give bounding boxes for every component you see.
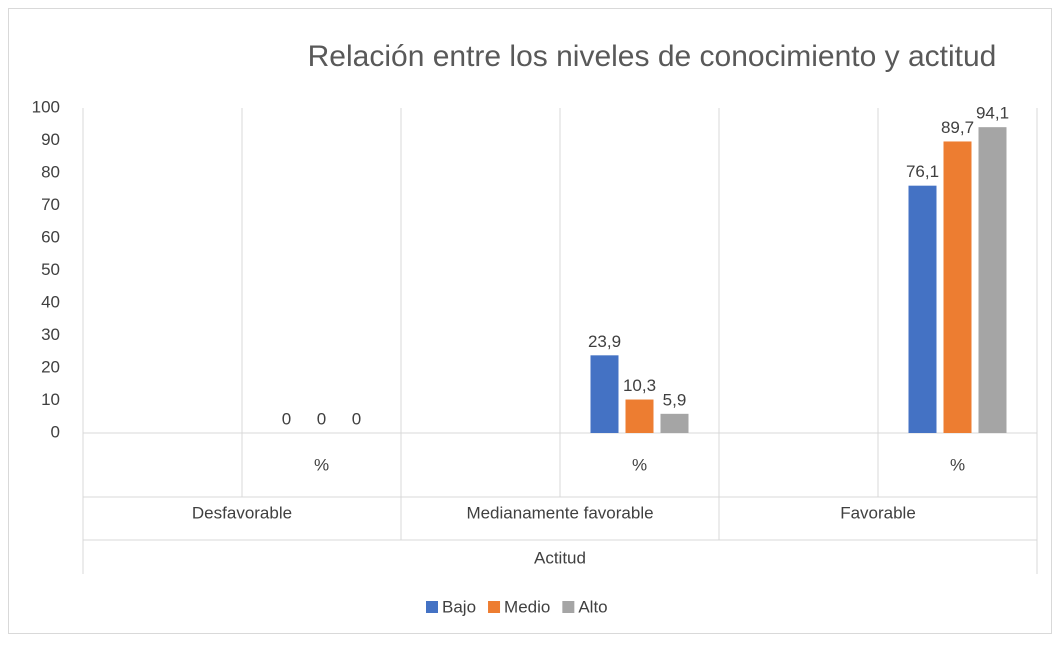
legend-label: Bajo [442,597,476,616]
y-tick-label: 60 [41,227,60,246]
category-group-label: Favorable [840,503,916,522]
data-label: 10,3 [623,376,656,395]
y-tick-label: 100 [32,97,60,116]
legend-swatch [488,601,501,613]
category-super-label: Actitud [534,548,586,567]
data-label: 5,9 [663,390,687,409]
x-tick-label: % [950,455,965,474]
y-tick-label: 50 [41,260,60,279]
data-label: 23,9 [588,332,621,351]
data-label: 0 [352,409,361,428]
bar [625,399,654,433]
legend-label: Alto [578,597,607,616]
y-tick-label: 20 [41,357,60,376]
y-tick-label: 40 [41,292,60,311]
data-label: 0 [282,409,291,428]
data-label: 0 [317,409,326,428]
data-label: 94,1 [976,104,1009,123]
y-tick-label: 30 [41,325,60,344]
data-label: 89,7 [941,118,974,137]
x-tick-label: % [632,455,647,474]
x-tick-label: % [314,455,329,474]
legend-label: Medio [504,597,550,616]
category-group-label: Desfavorable [192,503,292,522]
category-group-label: Medianamente favorable [466,503,653,522]
y-tick-label: 10 [41,390,60,409]
bar [943,141,972,433]
bar [590,355,619,433]
y-tick-label: 90 [41,130,60,149]
legend-swatch [426,601,438,613]
y-tick-label: 0 [51,422,60,441]
data-label: 76,1 [906,162,939,181]
y-tick-label: 70 [41,195,60,214]
y-tick-label: 80 [41,162,60,181]
chart-title: Relación entre los niveles de conocimien… [308,40,997,73]
legend-swatch [562,601,575,613]
bar [978,127,1007,434]
bar [908,185,937,433]
bar [660,413,689,433]
